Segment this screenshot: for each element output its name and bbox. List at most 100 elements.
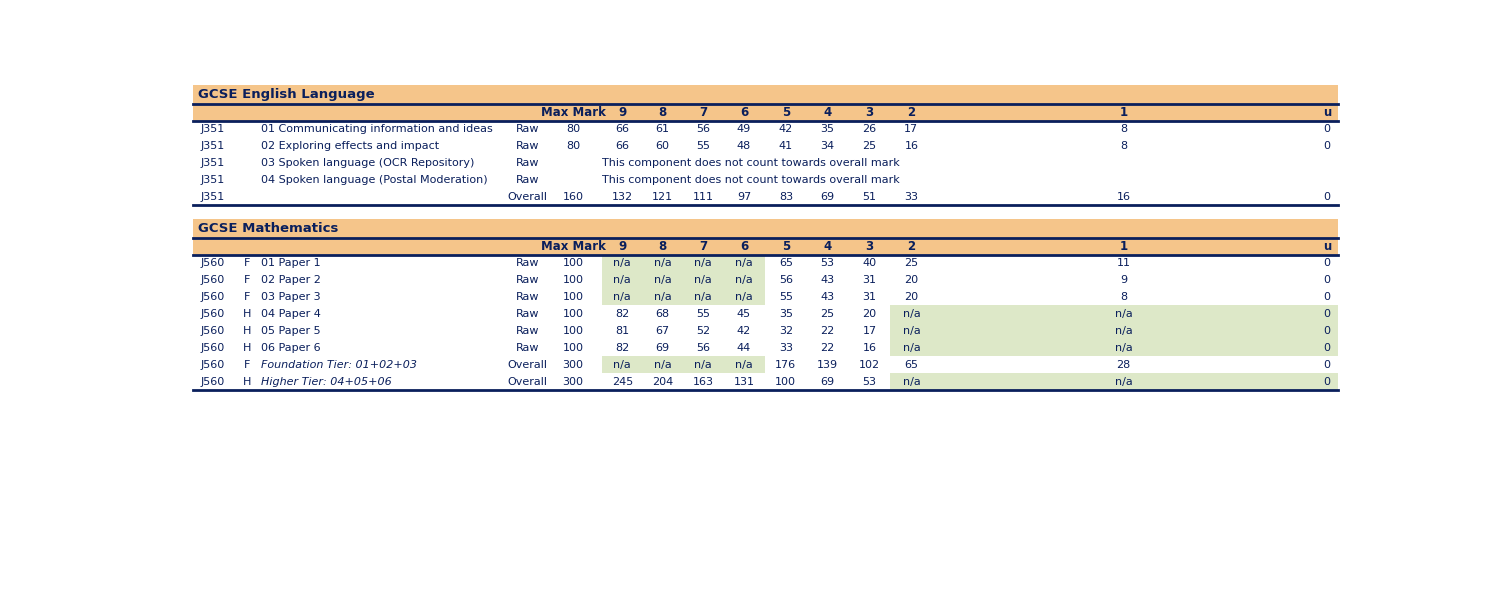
Text: 7: 7	[699, 106, 707, 119]
Text: 56: 56	[696, 343, 710, 353]
Text: 56: 56	[696, 124, 710, 134]
Text: 132: 132	[611, 192, 633, 202]
Text: 69: 69	[656, 343, 669, 353]
Text: 61: 61	[656, 124, 669, 134]
Text: 53: 53	[862, 377, 877, 387]
Text: 6: 6	[740, 239, 748, 252]
Text: 25: 25	[904, 258, 919, 268]
Text: GCSE English Language: GCSE English Language	[197, 88, 374, 101]
Text: 66: 66	[616, 141, 629, 151]
Bar	[193, 289, 1339, 305]
Text: 51: 51	[862, 192, 877, 202]
Text: 8: 8	[659, 239, 666, 252]
Text: 03 Spoken language (OCR Repository): 03 Spoken language (OCR Repository)	[261, 158, 475, 168]
Text: 69: 69	[820, 192, 835, 202]
Bar	[193, 103, 1339, 121]
Text: 33: 33	[904, 192, 919, 202]
Bar	[602, 356, 765, 373]
Text: n/a: n/a	[695, 258, 711, 268]
Bar	[193, 137, 1339, 154]
Text: 8: 8	[1120, 292, 1128, 302]
Text: n/a: n/a	[695, 359, 711, 369]
Text: n/a: n/a	[902, 309, 920, 319]
Text: 34: 34	[820, 141, 835, 151]
Text: 1: 1	[1119, 239, 1128, 252]
Text: 0: 0	[1324, 359, 1330, 369]
Bar	[890, 373, 1339, 390]
Text: n/a: n/a	[735, 359, 753, 369]
Text: 100: 100	[563, 309, 584, 319]
Text: 83: 83	[778, 192, 793, 202]
Text: 5: 5	[781, 239, 790, 252]
Text: 82: 82	[616, 343, 629, 353]
Text: 0: 0	[1324, 275, 1330, 285]
Text: 2: 2	[907, 106, 916, 119]
Text: 160: 160	[563, 192, 584, 202]
Text: 67: 67	[656, 326, 669, 336]
Text: H: H	[244, 326, 251, 336]
Text: 3: 3	[865, 106, 874, 119]
Text: 97: 97	[737, 192, 751, 202]
Text: 48: 48	[737, 141, 751, 151]
Bar	[193, 323, 1339, 339]
Text: 0: 0	[1324, 292, 1330, 302]
Text: 82: 82	[616, 309, 629, 319]
Text: n/a: n/a	[1115, 326, 1132, 336]
Text: J351: J351	[202, 192, 226, 202]
Text: n/a: n/a	[1115, 309, 1132, 319]
Text: n/a: n/a	[695, 275, 711, 285]
Text: J560: J560	[202, 343, 226, 353]
Text: 245: 245	[611, 377, 633, 387]
Text: 100: 100	[563, 292, 584, 302]
Bar	[890, 339, 1339, 356]
Text: Raw: Raw	[515, 326, 539, 336]
Text: n/a: n/a	[654, 359, 671, 369]
Text: 31: 31	[862, 292, 877, 302]
Text: 25: 25	[862, 141, 877, 151]
Text: H: H	[244, 343, 251, 353]
Text: Max Mark: Max Mark	[541, 106, 605, 119]
Bar	[193, 85, 1339, 103]
Bar	[193, 271, 1339, 289]
Text: n/a: n/a	[902, 343, 920, 353]
Text: 28: 28	[1116, 359, 1131, 369]
Bar	[193, 373, 1339, 390]
Text: u: u	[1322, 239, 1331, 252]
Text: 0: 0	[1324, 124, 1330, 134]
Text: J351: J351	[202, 158, 226, 168]
Text: n/a: n/a	[614, 275, 630, 285]
Text: J560: J560	[202, 377, 226, 387]
Text: u: u	[1322, 106, 1331, 119]
Text: F: F	[244, 275, 251, 285]
Text: 43: 43	[820, 275, 835, 285]
Text: H: H	[244, 377, 251, 387]
Text: 55: 55	[696, 309, 710, 319]
Text: 4: 4	[823, 106, 832, 119]
Text: Overall: Overall	[508, 192, 547, 202]
Text: 32: 32	[778, 326, 793, 336]
Bar	[193, 154, 1339, 172]
Text: F: F	[244, 292, 251, 302]
Text: 100: 100	[563, 275, 584, 285]
Text: J351: J351	[202, 175, 226, 185]
Text: Raw: Raw	[515, 275, 539, 285]
Text: 300: 300	[563, 377, 584, 387]
Text: F: F	[244, 258, 251, 268]
Text: 40: 40	[862, 258, 877, 268]
Text: 20: 20	[904, 275, 919, 285]
Text: GCSE Mathematics: GCSE Mathematics	[197, 222, 338, 235]
Text: 56: 56	[778, 275, 793, 285]
Text: 20: 20	[862, 309, 877, 319]
Text: Foundation Tier: 01+02+03: Foundation Tier: 01+02+03	[261, 359, 417, 369]
Text: 49: 49	[737, 124, 751, 134]
Text: 300: 300	[563, 359, 584, 369]
Text: 35: 35	[820, 124, 835, 134]
Text: 60: 60	[656, 141, 669, 151]
Text: 06 Paper 6: 06 Paper 6	[261, 343, 321, 353]
Text: 68: 68	[656, 309, 669, 319]
Text: 6: 6	[740, 106, 748, 119]
Text: 03 Paper 3: 03 Paper 3	[261, 292, 321, 302]
Text: n/a: n/a	[902, 326, 920, 336]
Text: n/a: n/a	[695, 292, 711, 302]
Text: 45: 45	[737, 309, 751, 319]
